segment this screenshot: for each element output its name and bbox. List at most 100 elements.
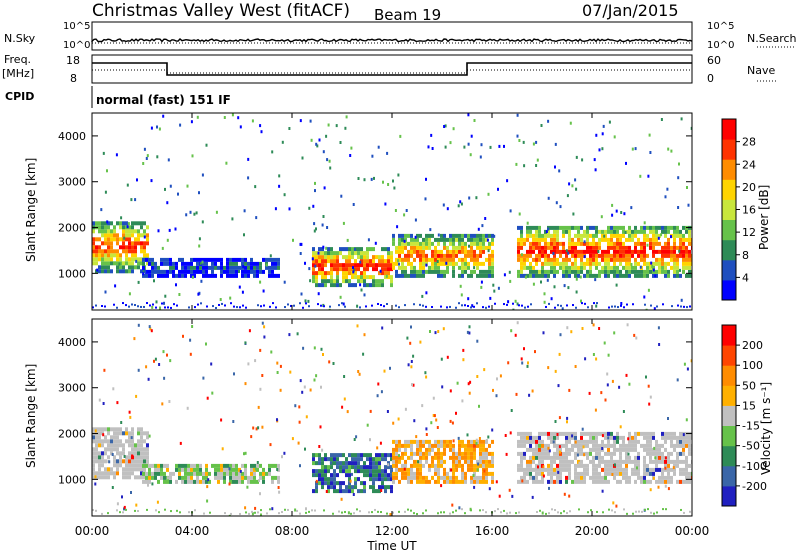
echo-cell bbox=[92, 427, 95, 432]
echo-cell bbox=[111, 453, 114, 456]
echo-cell bbox=[616, 225, 619, 230]
echo-cell bbox=[580, 431, 583, 436]
echo-cell bbox=[113, 455, 116, 460]
echo-cell bbox=[401, 451, 404, 456]
echo-cell bbox=[157, 265, 160, 270]
echo-cell bbox=[398, 262, 400, 266]
echo-cell bbox=[580, 299, 582, 303]
echo-cell bbox=[201, 173, 204, 177]
y-tick-label: 2000 bbox=[58, 222, 86, 235]
echo-cell bbox=[313, 346, 316, 350]
echo-cell bbox=[177, 192, 179, 196]
echo-cell bbox=[193, 212, 196, 216]
echo-cell bbox=[485, 447, 488, 452]
echo-cell bbox=[428, 237, 431, 242]
echo-cell bbox=[276, 371, 279, 374]
echo-cell bbox=[271, 261, 274, 266]
echo-cell bbox=[189, 352, 192, 356]
echo-cell bbox=[416, 479, 419, 484]
echo-cell bbox=[558, 450, 561, 454]
echo-cell bbox=[134, 475, 137, 480]
echo-cell bbox=[600, 391, 603, 395]
echo-cell bbox=[151, 257, 154, 262]
echo-cell bbox=[98, 269, 101, 274]
y-tick-label: 1000 bbox=[58, 267, 86, 280]
echo-cell bbox=[160, 269, 163, 274]
colorbar-swatch bbox=[722, 425, 736, 447]
echo-cell bbox=[310, 138, 313, 142]
echo-cell bbox=[434, 331, 437, 335]
echo-cell bbox=[98, 435, 101, 440]
echo-cell bbox=[321, 279, 324, 284]
echo-cell bbox=[147, 377, 150, 381]
echo-cell bbox=[664, 273, 667, 278]
echo-cell bbox=[172, 273, 175, 278]
echo-cell bbox=[279, 364, 282, 368]
echo-cell bbox=[398, 245, 401, 250]
echo-cell bbox=[104, 290, 107, 294]
velocity-colorbar-label: Velocity [m s⁻¹] bbox=[759, 382, 773, 475]
echo-cell bbox=[315, 453, 318, 458]
echo-cell bbox=[577, 225, 580, 230]
echo-cell bbox=[654, 274, 657, 278]
echo-cell bbox=[354, 267, 357, 272]
echo-cell bbox=[592, 471, 595, 476]
echo-cell bbox=[653, 512, 655, 515]
echo-cell bbox=[419, 479, 422, 484]
echo-cell bbox=[508, 270, 511, 274]
echo-cell bbox=[466, 433, 469, 437]
echo-cell bbox=[488, 241, 491, 246]
echo-cell bbox=[410, 360, 413, 363]
echo-cell bbox=[318, 259, 321, 264]
echo-cell bbox=[553, 233, 556, 238]
echo-cell bbox=[390, 255, 393, 260]
echo-cell bbox=[458, 237, 461, 242]
echo-cell bbox=[583, 463, 586, 468]
echo-cell bbox=[468, 331, 471, 335]
echo-cell bbox=[217, 257, 220, 262]
echo-cell bbox=[342, 267, 345, 272]
echo-cell bbox=[631, 439, 634, 444]
colorbar-swatch bbox=[722, 465, 736, 487]
echo-cell bbox=[664, 456, 667, 460]
echo-cell bbox=[550, 467, 553, 472]
echo-cell bbox=[535, 435, 538, 440]
echo-cell bbox=[685, 479, 688, 484]
echo-cell bbox=[541, 459, 544, 464]
echo-cell bbox=[375, 457, 378, 462]
echo-cell bbox=[628, 249, 631, 254]
echo-cell bbox=[345, 259, 348, 264]
echo-cell bbox=[414, 235, 417, 239]
echo-cell bbox=[664, 463, 667, 468]
echo-cell bbox=[232, 273, 235, 278]
echo-cell bbox=[571, 431, 574, 436]
echo-cell bbox=[390, 473, 393, 478]
echo-cell bbox=[616, 249, 619, 254]
echo-cell bbox=[559, 431, 562, 436]
echo-cell bbox=[685, 261, 688, 266]
echo-cell bbox=[589, 253, 592, 258]
echo-cell bbox=[565, 253, 568, 258]
echo-cell bbox=[446, 355, 449, 359]
echo-cell bbox=[452, 273, 455, 278]
echo-cell bbox=[128, 475, 131, 480]
echo-cell bbox=[416, 471, 419, 476]
echo-cell bbox=[135, 503, 138, 507]
echo-cell bbox=[541, 475, 544, 480]
echo-cell bbox=[491, 463, 494, 468]
echo-cell bbox=[661, 471, 664, 476]
echo-cell bbox=[298, 405, 301, 409]
echo-cell bbox=[598, 327, 601, 330]
echo-cell bbox=[571, 261, 574, 266]
echo-cell bbox=[550, 269, 553, 274]
echo-cell bbox=[381, 453, 384, 458]
echo-cell bbox=[261, 425, 264, 429]
echo-cell bbox=[205, 463, 208, 468]
echo-cell bbox=[357, 255, 360, 260]
echo-cell bbox=[682, 265, 685, 270]
sparse-echoes bbox=[92, 113, 692, 310]
echo-cell bbox=[655, 233, 658, 238]
echo-cell bbox=[601, 479, 604, 484]
echo-cell bbox=[583, 431, 586, 436]
echo-cell bbox=[122, 261, 125, 266]
